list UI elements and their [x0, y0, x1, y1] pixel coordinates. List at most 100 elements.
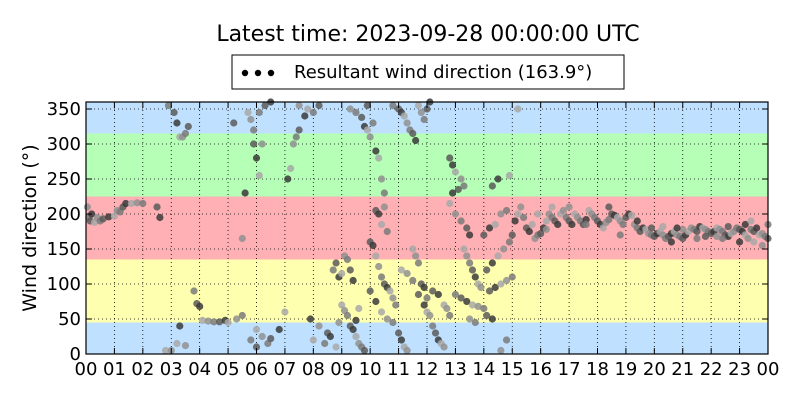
data-point [352, 316, 360, 324]
data-point [335, 318, 343, 327]
data-point [488, 315, 496, 323]
x-tick-label: 04 [188, 359, 211, 380]
x-tick-label: 13 [444, 359, 467, 380]
data-point [184, 122, 192, 131]
x-tick-label: 00 [757, 359, 780, 380]
data-point [309, 336, 317, 344]
data-point [366, 133, 374, 141]
data-point [414, 290, 423, 299]
data-point [412, 136, 420, 145]
data-point [392, 301, 400, 309]
data-point [241, 189, 249, 197]
data-point [423, 105, 431, 113]
data-point [161, 346, 170, 355]
y-axis-ticks: 0 50 100 150 200 250 300 350 [47, 99, 768, 365]
data-point [377, 273, 386, 281]
data-point [409, 129, 417, 138]
data-point [713, 232, 721, 240]
data-point [431, 329, 440, 337]
x-tick-label: 09 [330, 359, 353, 380]
data-point [451, 290, 460, 299]
data-point [400, 112, 408, 120]
x-tick-label: 01 [103, 359, 126, 380]
data-point [485, 287, 494, 295]
y-tick-label: 150 [47, 239, 81, 260]
data-point [673, 224, 681, 232]
data-point [429, 322, 437, 330]
data-point [127, 199, 136, 208]
data-point [230, 119, 238, 127]
data-point [724, 223, 732, 231]
data-point [718, 234, 727, 243]
data-point [343, 255, 352, 264]
data-point [389, 101, 397, 110]
data-point [471, 318, 479, 327]
data-point [377, 175, 386, 183]
x-tick-label: 20 [643, 359, 666, 380]
data-point [497, 346, 505, 355]
data-point [258, 332, 266, 341]
data-point [582, 220, 590, 229]
data-point [466, 315, 474, 323]
data-point [488, 259, 496, 267]
data-point [480, 231, 488, 239]
legend-marker-dot-2 [254, 69, 262, 77]
data-point [304, 105, 312, 113]
x-axis-ticks: 00 01 02 03 04 05 06 07 08 09 10 11 12 13 14 15 16 17 18 19… [75, 102, 780, 380]
data-point [292, 133, 300, 141]
data-point [252, 154, 261, 162]
data-point [412, 252, 420, 260]
data-point [204, 317, 212, 325]
data-point [403, 119, 411, 127]
data-point [275, 325, 283, 334]
data-point [346, 266, 354, 274]
data-point [599, 224, 607, 232]
data-point [426, 311, 434, 320]
data-point [463, 252, 471, 260]
data-point [446, 154, 454, 162]
data-point [338, 301, 346, 309]
data-point [520, 213, 528, 222]
data-point [255, 108, 263, 117]
data-point [446, 311, 454, 320]
legend-box [231, 54, 625, 90]
data-point [420, 301, 428, 309]
data-point [332, 343, 340, 351]
data-point [474, 302, 482, 310]
x-tick-label: 03 [160, 359, 183, 380]
scatter-points [83, 98, 772, 355]
data-point [448, 161, 457, 169]
data-point [389, 318, 397, 327]
data-point [190, 287, 198, 295]
data-point [83, 203, 92, 211]
data-point [417, 108, 425, 117]
data-point [233, 315, 241, 323]
data-point [372, 147, 380, 155]
data-point [301, 112, 309, 120]
data-point [375, 262, 383, 271]
data-point [338, 269, 346, 278]
data-point [238, 311, 246, 320]
x-tick-label: 00 [75, 359, 98, 380]
data-point [502, 276, 511, 285]
y-tick-label: 350 [47, 99, 81, 120]
data-point [491, 220, 499, 229]
x-tick-label: 16 [529, 359, 552, 380]
data-point [741, 220, 749, 229]
data-point [258, 140, 266, 148]
data-point [170, 108, 178, 117]
data-point [448, 189, 457, 197]
data-point [349, 276, 357, 285]
data-point [497, 210, 505, 218]
data-point [451, 168, 460, 176]
legend-marker-dot-1 [241, 69, 249, 77]
data-point [429, 287, 437, 295]
plot-area [83, 98, 772, 355]
data-point [554, 220, 562, 229]
data-point [372, 297, 380, 306]
data-point [355, 304, 363, 313]
data-point [440, 343, 448, 351]
data-point [457, 217, 465, 225]
data-point [375, 210, 383, 218]
data-point [511, 217, 519, 225]
